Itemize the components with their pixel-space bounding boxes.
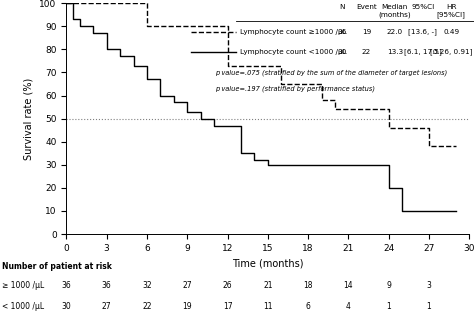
Text: Event: Event [356,5,377,10]
Text: 26: 26 [223,281,232,290]
Text: 1: 1 [386,302,391,311]
Text: 9: 9 [386,281,391,290]
Text: 36: 36 [102,281,111,290]
Text: 32: 32 [142,281,152,290]
Text: p value=.197 (stratified by performance status): p value=.197 (stratified by performance … [215,85,375,92]
Text: Median
(months): Median (months) [378,5,411,18]
Text: 6: 6 [306,302,310,311]
Text: 11: 11 [263,302,273,311]
Text: ≥ 1000 /μL: ≥ 1000 /μL [2,281,45,290]
Text: 3: 3 [427,281,431,290]
Text: 22: 22 [362,49,371,55]
Text: 22: 22 [142,302,152,311]
Text: N: N [339,5,345,10]
Text: 30: 30 [62,302,71,311]
Text: HR
[95%CI]: HR [95%CI] [437,5,465,18]
Text: 19: 19 [182,302,192,311]
Text: [0.26, 0.91]: [0.26, 0.91] [430,48,472,55]
Text: 13.3: 13.3 [387,49,403,55]
Text: Lymphocyte count ≥1000 /μL: Lymphocyte count ≥1000 /μL [239,29,346,35]
Text: 21: 21 [263,281,273,290]
Text: 36: 36 [337,29,347,35]
Text: 14: 14 [344,281,353,290]
Text: 22.0: 22.0 [387,29,403,35]
Text: 95%CI: 95%CI [411,5,435,10]
Text: [6.1, 17.5]: [6.1, 17.5] [404,48,442,55]
Text: [13.6, -]: [13.6, -] [409,29,438,35]
Text: 19: 19 [362,29,371,35]
Text: 1: 1 [427,302,431,311]
Text: Number of patient at risk: Number of patient at risk [2,262,112,271]
Text: 36: 36 [62,281,71,290]
Text: 17: 17 [223,302,232,311]
X-axis label: Time (months): Time (months) [232,258,303,268]
Text: 4: 4 [346,302,351,311]
Text: 18: 18 [303,281,313,290]
Text: Lymphocyte count <1000 /μL: Lymphocyte count <1000 /μL [239,49,346,55]
Text: < 1000 /μL: < 1000 /μL [2,302,45,311]
Text: 0.49: 0.49 [443,29,459,35]
Text: 27: 27 [102,302,111,311]
Text: 30: 30 [337,49,347,55]
Text: 27: 27 [182,281,192,290]
Text: p value=.075 (stratified by the sum of the diameter of target lesions): p value=.075 (stratified by the sum of t… [215,69,447,76]
Y-axis label: Survival rate (%): Survival rate (%) [24,77,34,160]
